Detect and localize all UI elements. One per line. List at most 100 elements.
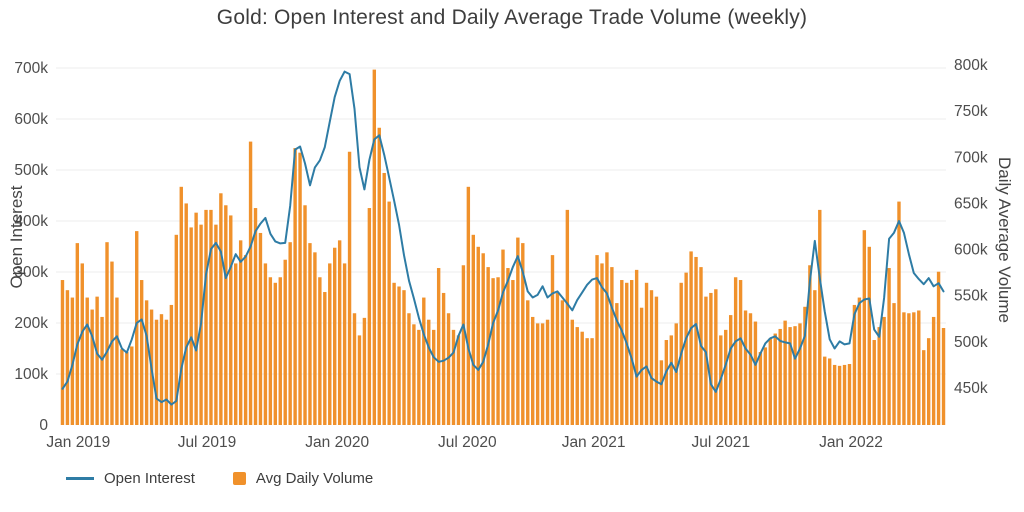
volume-bar: [268, 277, 273, 425]
volume-bar: [560, 300, 565, 425]
volume-bar: [347, 151, 352, 425]
volume-bar: [847, 364, 852, 425]
volume-bar: [852, 304, 857, 425]
volume-bar: [194, 212, 198, 425]
volume-bar: [139, 280, 144, 425]
volume-bar: [238, 240, 243, 425]
volume-bar: [550, 255, 555, 425]
x-tick-label: Jul 2019: [178, 434, 237, 451]
volume-bar: [615, 303, 619, 425]
volume-bar: [887, 268, 891, 425]
volume-bar: [783, 320, 787, 425]
legend-item-open-interest[interactable]: Open Interest: [66, 470, 195, 487]
volume-bar: [625, 282, 629, 425]
volume-bar: [224, 205, 228, 425]
volume-bar: [90, 309, 94, 425]
volume-bar: [95, 296, 99, 425]
legend-label-open-interest: Open Interest: [104, 470, 195, 487]
volume-bar: [100, 316, 104, 425]
volume-bar: [229, 215, 233, 425]
volume-bar: [333, 247, 337, 425]
x-tick-label: Jul 2021: [691, 434, 750, 451]
volume-bar: [125, 352, 129, 425]
volume-bar: [926, 338, 931, 425]
volume-bar: [827, 358, 832, 425]
volume-bar: [877, 327, 881, 425]
volume-bar: [407, 313, 411, 425]
volume-bar: [80, 263, 84, 425]
volume-bar: [832, 364, 837, 425]
volume-bar: [728, 315, 733, 425]
volume-bar: [773, 333, 777, 425]
volume-bar: [738, 280, 743, 425]
y-right-tick-label: 650k: [954, 195, 988, 212]
volume-bar: [516, 237, 520, 425]
volume-bar: [184, 203, 188, 425]
volume-bar: [263, 263, 268, 425]
volume-bar: [337, 240, 342, 425]
avg-daily-volume-swatch-icon: [232, 472, 246, 485]
x-tick-label: Jan 2019: [46, 434, 110, 451]
volume-bar: [120, 349, 124, 425]
volume-bar: [65, 290, 70, 425]
volume-bar: [214, 224, 218, 425]
volume-bar: [466, 186, 471, 425]
volume-bar: [219, 193, 223, 425]
volume-bar: [342, 263, 347, 425]
y-right-tick-label: 750k: [954, 103, 988, 120]
volume-bar: [85, 297, 89, 425]
volume-bar: [743, 310, 748, 425]
volume-bar: [293, 148, 297, 426]
volume-bar: [496, 277, 500, 425]
volume-bar: [922, 350, 926, 425]
legend-label-avg-daily-volume: Avg Daily Volume: [255, 470, 374, 487]
volume-bar: [446, 313, 451, 425]
volume-bar: [753, 321, 758, 425]
volume-bar: [818, 209, 822, 425]
y-right-tick-label: 800k: [954, 57, 988, 74]
volume-bar: [506, 268, 510, 425]
volume-bar: [674, 323, 678, 425]
volume-bar: [639, 307, 644, 425]
y-left-tick-label: 300k: [14, 264, 48, 281]
volume-bar: [283, 259, 287, 425]
volume-bar: [664, 340, 669, 425]
y-right-tick-label: 600k: [954, 242, 988, 259]
volume-bar: [313, 252, 317, 425]
y-right-tick-label: 700k: [954, 149, 988, 166]
volume-bar: [461, 265, 466, 425]
legend-item-avg-daily-volume[interactable]: Avg Daily Volume: [232, 470, 374, 487]
y-right-tick-label: 500k: [954, 334, 988, 351]
volume-bar: [654, 296, 659, 425]
volume-bar: [605, 252, 609, 425]
volume-bar: [610, 267, 614, 425]
volume-bar: [590, 338, 594, 425]
volume-bar: [298, 152, 302, 425]
volume-bar: [565, 209, 570, 425]
volume-bar: [936, 271, 941, 425]
volume-bar: [600, 263, 604, 425]
volume-bar: [902, 312, 906, 425]
volume-bar: [501, 249, 505, 425]
chart-title: Gold: Open Interest and Daily Average Tr…: [216, 6, 808, 29]
y-right-axis-title: Daily Average Volume: [995, 156, 1014, 324]
volume-bar: [476, 246, 480, 425]
volume-bar: [511, 280, 515, 425]
volume-bar: [620, 280, 624, 425]
volume-bar: [362, 317, 367, 425]
volume-bar: [778, 328, 782, 425]
volume-bar: [258, 232, 263, 425]
volume-bar: [169, 304, 174, 425]
volume-bar: [798, 323, 802, 425]
volume-bar: [788, 327, 792, 425]
volume-bar: [372, 69, 377, 425]
volume-bar: [456, 335, 461, 425]
volume-bar: [328, 263, 332, 425]
y-left-axis-title: Open Interest: [7, 185, 26, 289]
volume-bar: [481, 253, 485, 425]
volume-bar: [694, 256, 698, 425]
volume-bar: [189, 227, 193, 425]
volume-bar: [808, 265, 812, 425]
legend: Open Interest Avg Daily Volume: [66, 470, 411, 487]
